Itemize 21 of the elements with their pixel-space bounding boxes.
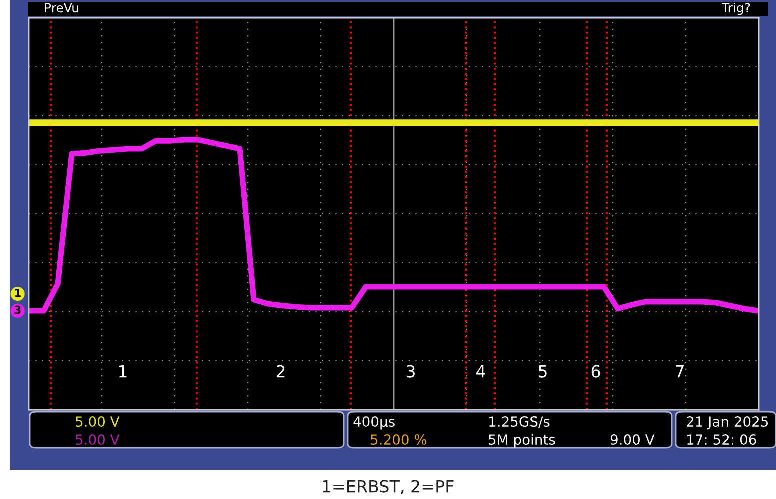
text: 1 — [120, 365, 127, 378]
text: Trig? — [722, 2, 750, 16]
text: 5.00 V — [76, 416, 120, 428]
text: PreVu — [45, 3, 78, 13]
text: 6 — [592, 365, 600, 378]
text: 17: 52: 06 — [688, 434, 756, 446]
text: 9.00 V — [610, 434, 655, 446]
text: 400µs — [354, 416, 395, 430]
text: 7 — [676, 365, 684, 378]
text: 1.25GS/s — [490, 416, 550, 428]
text: 1 — [15, 289, 21, 298]
text: 5.200 % — [371, 434, 427, 446]
text: 5.00 V — [76, 434, 120, 446]
text: 3 — [406, 365, 415, 378]
text: 21 Jan 2025 — [687, 416, 768, 430]
series-label: 3 — [14, 306, 21, 314]
text: 1=ERBST, 2=PF — [323, 480, 454, 495]
text: 2 — [276, 365, 285, 378]
text: 4 — [476, 365, 486, 378]
text: 5 — [538, 365, 547, 378]
text: 5M points — [489, 434, 556, 448]
